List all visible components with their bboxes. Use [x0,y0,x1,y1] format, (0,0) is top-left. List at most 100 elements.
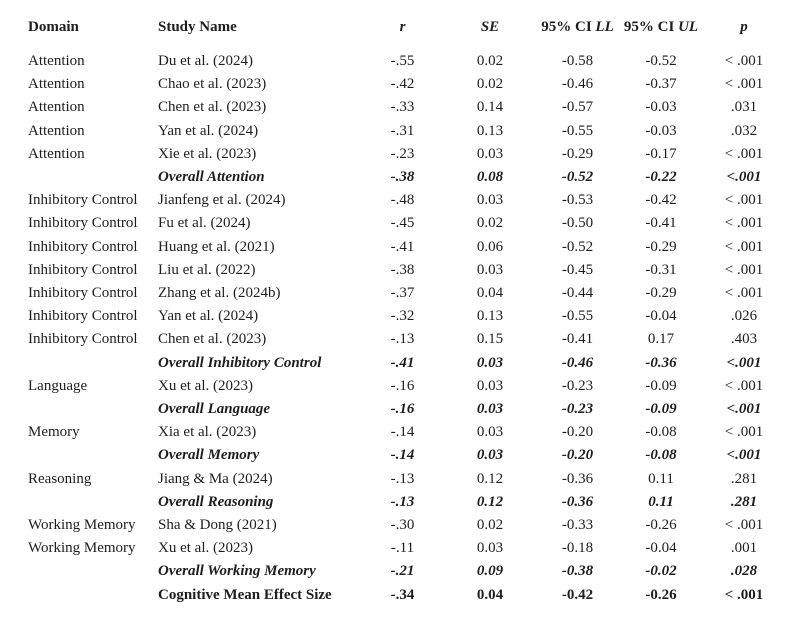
cell-ci-ul: 0.17 [647,331,675,348]
cell-ci-ll: -0.18 [561,540,594,557]
cell-ci-ll: -0.58 [561,53,594,69]
cell-r: -.23 [390,145,415,162]
cell-r: -.21 [390,563,415,580]
cell-ci-ul: -0.26 [645,517,677,534]
table-row: Overall Attention -.38 0.08 -0.52 -0.22 … [28,166,786,189]
cell-study-name: Jianfeng et al. (2024) [158,192,286,209]
cell-ci-ll: -0.55 [561,122,594,139]
table-row: Reasoning Jiang & Ma (2024) -.13 0.12 -0… [28,468,786,491]
cell-domain: Working Memory [28,540,136,557]
cell-p: < .001 [724,215,764,232]
cell-study-name: Chen et al. (2023) [158,99,267,116]
cell-study-name: Huang et al. (2021) [158,238,275,255]
header-ci-ul-line1: 95% CI [623,19,675,35]
cell-se: 0.03 [476,540,504,557]
cell-p: < .001 [724,145,764,162]
table-row: Attention Chao et al. (2023) -.42 0.02 -… [28,73,786,96]
cell-domain: Language [28,377,88,394]
cell-study-name: Overall Inhibitory Control [158,354,322,371]
table-row: Attention Yan et al. (2024) -.31 0.13 -0… [28,120,786,143]
cell-study-name: Xia et al. (2023) [158,424,257,441]
cell-ci-ul: -0.42 [645,192,677,209]
table-row: Inhibitory Control Yan et al. (2024) -.3… [28,305,786,328]
table-row: Memory Xia et al. (2023) -.14 0.03 -0.20… [28,421,786,444]
cell-ci-ll: -0.42 [561,586,594,603]
cell-ci-ul: -0.04 [645,540,677,557]
cell-p: <.001 [726,169,762,186]
cell-study-name: Chen et al. (2023) [158,331,267,348]
cell-domain: Working Memory [28,517,136,534]
cell-ci-ll: -0.23 [561,401,594,418]
header-p: p [740,18,748,35]
cell-ci-ll: -0.33 [561,517,594,534]
cell-study-name: Liu et al. (2022) [158,261,256,278]
cell-ci-ul: -0.08 [645,447,677,464]
cell-study-name: Overall Working Memory [158,563,316,580]
cell-r: -.38 [390,261,415,278]
cell-se: 0.09 [476,563,504,580]
cell-ci-ul: 0.11 [648,470,674,487]
cell-p: < .001 [724,76,764,93]
cell-ci-ul: -0.09 [645,377,677,394]
cell-ci-ll: -0.52 [561,169,594,186]
cell-p: < .001 [724,238,764,255]
cell-r: -.30 [390,517,415,534]
cell-domain [28,491,158,514]
cell-r: -.13 [390,331,415,348]
table-row: Overall Working Memory -.21 0.09 -0.38 -… [28,560,786,583]
table-row: Cognitive Mean Effect Size -.34 0.04 -0.… [28,584,786,607]
header-ci-ul-line2: UL [678,19,699,35]
cell-r: -.34 [390,586,415,603]
cell-p: .032 [730,122,758,139]
table-row: Overall Memory -.14 0.03 -0.20 -0.08 <.0… [28,444,786,467]
header-ci-ul: 95% CI UL [620,4,702,50]
cell-domain: Memory [28,424,80,441]
header-ci-ll: 95% CI LL [535,4,620,50]
cell-ci-ul: 0.11 [648,493,674,510]
cell-domain: Inhibitory Control [28,308,138,325]
cell-domain: Attention [28,122,85,139]
cell-r: -.38 [390,169,415,186]
cell-ci-ll: -0.55 [561,308,594,325]
table-row: Overall Inhibitory Control -.41 0.03 -0.… [28,352,786,375]
cell-se: 0.03 [476,447,504,464]
cell-se: 0.14 [476,99,504,116]
meta-analysis-results-table: Domain Study Name r SE 95% CI LL 95% CI … [28,4,786,607]
cell-study-name: Xie et al. (2023) [158,145,257,162]
cell-ci-ul: -0.52 [645,53,677,69]
cell-se: 0.02 [476,215,504,232]
cell-domain: Attention [28,53,85,69]
table-row: Inhibitory Control Huang et al. (2021) -… [28,236,786,259]
cell-p: .403 [730,331,758,348]
cell-se: 0.13 [476,122,504,139]
cell-r: -.42 [390,76,415,93]
cell-ci-ul: -0.22 [645,169,677,186]
header-ci-ll-line2: LL [595,19,614,35]
cell-ci-ll: -0.44 [561,285,594,302]
cell-ci-ll: -0.38 [561,563,594,580]
cell-study-name: Overall Reasoning [158,493,274,510]
cell-domain [28,444,158,467]
cell-se: 0.08 [476,169,504,186]
cell-r: -.13 [390,470,415,487]
cell-r: -.16 [390,377,415,394]
cell-r: -.14 [390,424,415,441]
cell-domain [28,166,158,189]
cell-se: 0.03 [476,145,504,162]
cell-r: -.32 [390,308,415,325]
table-body: Attention Du et al. (2024) -.55 0.02 -0.… [28,50,786,607]
table-row: Inhibitory Control Fu et al. (2024) -.45… [28,212,786,235]
cell-p: < .001 [724,192,764,209]
cell-study-name: Overall Attention [158,169,265,186]
cell-ci-ll: -0.36 [561,493,594,510]
table-row: Attention Xie et al. (2023) -.23 0.03 -0… [28,143,786,166]
cell-ci-ll: -0.50 [561,215,594,232]
cell-se: 0.02 [476,53,504,69]
cell-p: < .001 [724,377,764,394]
table-row: Working Memory Sha & Dong (2021) -.30 0.… [28,514,786,537]
header-domain: Domain [28,18,79,35]
cell-ci-ll: -0.53 [561,192,594,209]
cell-r: -.55 [390,53,415,69]
header-se: SE [480,18,500,35]
cell-ci-ul: -0.03 [645,99,677,116]
